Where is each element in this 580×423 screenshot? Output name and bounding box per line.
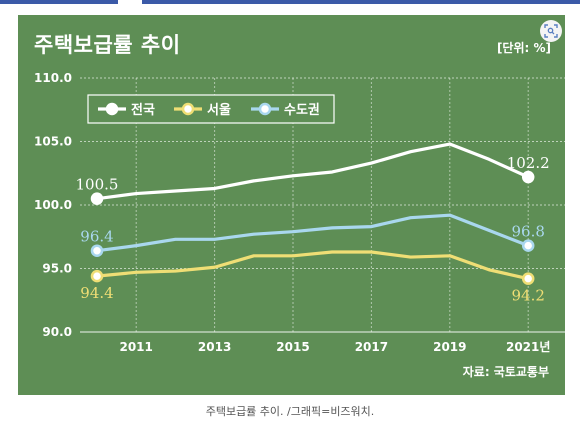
x-tick-label: 2019: [433, 340, 466, 354]
legend-box: [87, 94, 335, 124]
lens-search-icon[interactable]: [540, 20, 562, 42]
line-chart: 110.0 105.0 100.0 95.0 90.0 2011 2013 2015 2017 2…: [34, 71, 565, 354]
data-label: 100.5: [76, 176, 119, 194]
data-point: [90, 192, 104, 205]
x-tick-label: 2011: [119, 340, 152, 354]
source-label: 자료: 국토교통부: [462, 365, 549, 379]
data-label: 96.4: [80, 228, 113, 246]
unit-label: [단위: %]: [496, 41, 551, 55]
series-line-전국: [95, 142, 530, 201]
x-tick-label: 2017: [355, 340, 388, 354]
data-point: [521, 272, 535, 285]
data-label: 94.2: [511, 287, 544, 305]
legend-swatch-marker: [181, 102, 195, 116]
legend-label: 전국: [131, 102, 155, 118]
series-line-수도권: [95, 213, 530, 253]
x-tick-label: 2021년: [506, 340, 550, 354]
y-tick-label: 110.0: [34, 71, 72, 85]
top-accent-tab: [118, 0, 142, 4]
y-tick-label: 90.0: [42, 325, 72, 339]
series-line-서울: [95, 250, 530, 281]
chart-panel: 110.0 105.0 100.0 95.0 90.0 2011 2013 2015 2017 2…: [18, 15, 565, 395]
data-point: [90, 244, 104, 257]
data-point: [521, 239, 535, 252]
legend-swatch-marker: [105, 102, 119, 116]
legend-swatch-marker: [258, 102, 272, 116]
data-label: 94.4: [80, 284, 113, 302]
chart-title: 주택보급률 추이: [34, 33, 181, 57]
x-tick-label: 2013: [198, 340, 231, 354]
data-point: [90, 269, 104, 283]
data-label: 96.8: [511, 223, 544, 241]
top-accent-bar: [0, 0, 580, 4]
y-tick-label: 100.0: [34, 198, 72, 212]
data-point: [521, 170, 535, 184]
y-tick-label: 95.0: [42, 262, 72, 276]
x-tick-label: 2015: [276, 340, 309, 354]
image-caption: 주택보급률 추이. /그래픽=비즈워치.: [205, 405, 375, 418]
legend-label: 서울: [207, 102, 231, 118]
legend-label: 수도권: [284, 103, 320, 118]
y-tick-label: 105.0: [34, 135, 72, 149]
data-label: 102.2: [507, 154, 550, 172]
